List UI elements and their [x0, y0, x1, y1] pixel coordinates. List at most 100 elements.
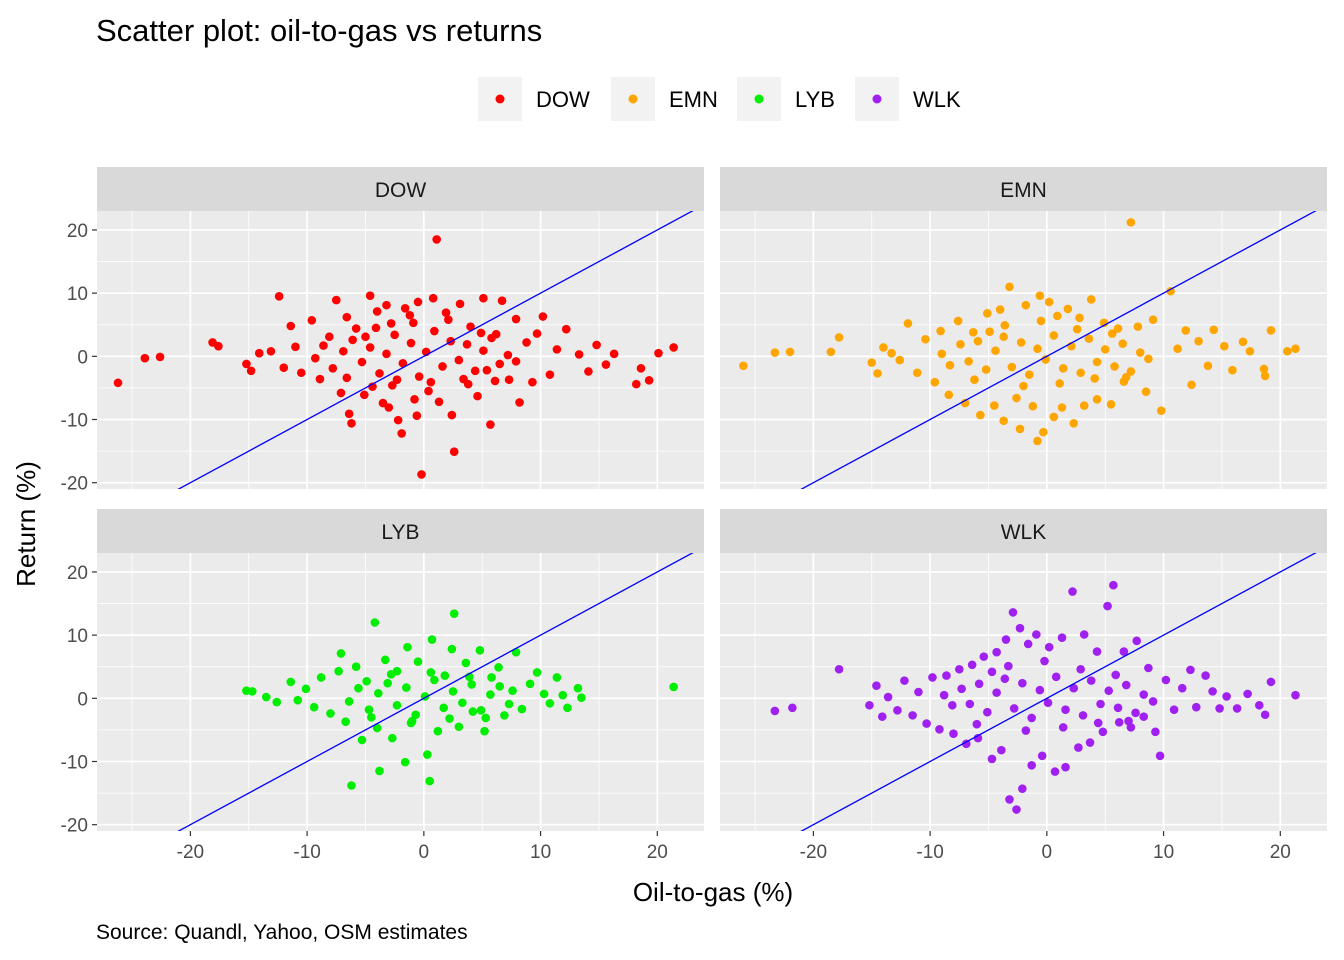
scatter-point	[1110, 362, 1119, 371]
scatter-point	[384, 403, 394, 412]
scatter-point	[770, 706, 780, 716]
scatter-point	[430, 675, 439, 685]
scatter-point	[1232, 704, 1242, 713]
scatter-point	[1266, 677, 1276, 687]
scatter-point	[468, 707, 478, 716]
scatter-point	[438, 362, 447, 371]
scatter-point	[1131, 708, 1140, 718]
scatter-point	[411, 710, 420, 720]
scatter-point	[475, 646, 485, 655]
scatter-point	[991, 346, 1000, 355]
scatter-point	[573, 683, 583, 693]
scatter-point	[1068, 587, 1077, 596]
scatter-point	[997, 745, 1006, 755]
scatter-point	[347, 418, 356, 428]
scatter-point	[1039, 427, 1048, 437]
x-axis-title: Oil-to-gas (%)	[633, 877, 793, 907]
scatter-point	[970, 375, 979, 384]
gridlines	[97, 553, 704, 831]
panel-background	[97, 553, 704, 831]
scatter-point	[1219, 341, 1229, 351]
scatter-point	[286, 677, 296, 687]
scatter-point	[631, 379, 641, 389]
scatter-point	[1075, 313, 1084, 323]
scatter-point	[545, 699, 555, 708]
scatter-point	[406, 338, 416, 348]
scatter-point	[1186, 665, 1195, 675]
scatter-point	[1283, 346, 1292, 356]
scatter-point	[967, 660, 977, 670]
scatter-point	[867, 358, 877, 367]
facet-strip	[97, 509, 704, 553]
scatter-point	[351, 662, 361, 672]
scatter-point	[1119, 647, 1129, 656]
scatter-point	[1107, 329, 1117, 338]
scatter-point	[449, 447, 459, 457]
scatter-point	[1201, 671, 1210, 680]
scatter-point	[487, 333, 496, 343]
x-tick-label: 10	[1153, 842, 1174, 863]
scatter-point	[1061, 705, 1070, 714]
scatter-point	[949, 729, 958, 738]
x-tick-label: 10	[530, 842, 551, 863]
scatter-point	[344, 697, 354, 706]
scatter-point	[1191, 702, 1201, 712]
scatter-point	[1069, 683, 1078, 693]
scatter-point	[1132, 636, 1142, 646]
scatter-point	[577, 693, 586, 702]
scatter-point	[412, 411, 422, 421]
scatter-point	[1103, 601, 1112, 611]
scatter-point	[1008, 608, 1018, 617]
scatter-point	[1041, 355, 1050, 364]
scatter-point	[644, 376, 654, 385]
scatter-point	[965, 699, 975, 709]
scatter-point	[467, 680, 477, 689]
facet-panels: DOW -20 -10 0 10 20 EMN LYB -20 -10 0 10 20 -20 -10 0 10…	[61, 167, 1327, 863]
scatter-point	[1148, 697, 1158, 706]
chart-title: Scatter plot: oil-to-gas vs returns	[96, 13, 542, 48]
scatter-point	[360, 390, 369, 400]
scatter-point	[974, 679, 984, 689]
scatter-point	[378, 398, 388, 408]
scatter-point	[383, 678, 392, 688]
scatter-point	[1057, 403, 1067, 412]
scatter-point	[357, 735, 367, 745]
scatter-point	[972, 719, 982, 729]
facet-emn: EMN	[720, 167, 1327, 489]
scatter-point	[1118, 339, 1128, 348]
facet-wlk: WLK -20 -10 0 10 20	[720, 509, 1327, 863]
scatter-point	[1260, 710, 1270, 720]
scatter-point	[279, 363, 289, 372]
scatter-point	[992, 688, 1001, 697]
legend-key-dot	[754, 94, 764, 104]
scatter-point	[532, 329, 542, 338]
scatter-point	[928, 673, 937, 682]
scatter-point	[947, 700, 957, 710]
scatter-point	[319, 341, 328, 350]
legend-key-dot	[495, 94, 505, 104]
scatter-point	[1027, 760, 1036, 770]
scatter-point	[445, 714, 454, 723]
x-tick-label: -20	[800, 842, 827, 863]
legend-item-emn: EMN	[611, 77, 718, 121]
scatter-point	[1000, 321, 1010, 330]
scatter-point	[981, 365, 991, 374]
scatter-point	[964, 357, 973, 366]
scatter-point	[1035, 291, 1045, 300]
scatter-point	[962, 739, 971, 749]
scatter-point	[307, 316, 317, 325]
scatter-point	[1012, 805, 1021, 814]
scatter-point	[511, 314, 521, 324]
scatter-point	[495, 682, 505, 691]
scatter-point	[538, 312, 548, 321]
scatter-point	[999, 332, 1008, 342]
scatter-point	[877, 712, 887, 721]
scatter-point	[293, 695, 303, 705]
scatter-point	[316, 673, 326, 682]
scatter-point	[286, 321, 296, 331]
scatter-point	[528, 377, 537, 387]
scatter-point	[1187, 380, 1196, 390]
scatter-point	[1058, 723, 1068, 732]
reference-line	[800, 211, 1317, 489]
scatter-point	[426, 668, 436, 677]
